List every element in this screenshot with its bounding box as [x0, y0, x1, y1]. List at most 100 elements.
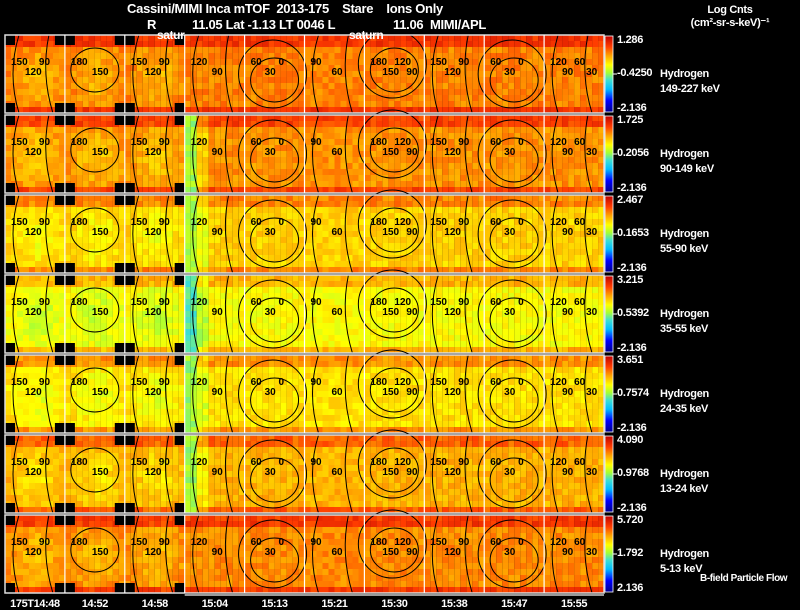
- heatmap-cell: [347, 83, 353, 89]
- heatmap-cell: [329, 207, 335, 213]
- heatmap-cell: [59, 249, 65, 255]
- heatmap-cell: [257, 83, 263, 89]
- heatmap-cell: [418, 133, 424, 139]
- heatmap-cell: [580, 121, 586, 127]
- heatmap-cell: [592, 53, 598, 59]
- contour-label: 90: [562, 227, 574, 238]
- heatmap-cell: [299, 255, 305, 261]
- corner-mask: [125, 275, 135, 285]
- heatmap-cell: [239, 101, 245, 107]
- heatmap-cell: [143, 341, 149, 347]
- heatmap-cell: [149, 187, 155, 193]
- heatmap-cell: [299, 341, 305, 347]
- heatmap-cell: [77, 231, 83, 237]
- heatmap-cell: [5, 329, 11, 335]
- heatmap-cell: [185, 47, 191, 53]
- heatmap-cell: [514, 169, 520, 175]
- heatmap-cell: [323, 59, 329, 65]
- heatmap-cell: [520, 267, 526, 273]
- heatmap-cell: [113, 47, 119, 53]
- heatmap-cell: [526, 89, 532, 95]
- heatmap-cell: [556, 127, 562, 133]
- heatmap-cell: [347, 59, 353, 65]
- heatmap-cell: [484, 95, 490, 101]
- heatmap-cell: [77, 347, 83, 353]
- heatmap-cell: [185, 237, 191, 243]
- heatmap-cell: [119, 83, 125, 89]
- heatmap-cell: [293, 139, 299, 145]
- heatmap-cell: [215, 267, 221, 273]
- heatmap-cell: [550, 71, 556, 77]
- heatmap-cell: [526, 225, 532, 231]
- corner-mask: [175, 343, 185, 353]
- heatmap-cell: [95, 95, 101, 101]
- heatmap-cell: [370, 121, 376, 127]
- heatmap-cell: [179, 163, 185, 169]
- heatmap-cell: [299, 225, 305, 231]
- heatmap-cell: [574, 107, 580, 113]
- heatmap-cell: [143, 41, 149, 47]
- heatmap-cell: [353, 47, 359, 53]
- heatmap-cell: [59, 59, 65, 65]
- heatmap-cell: [179, 83, 185, 89]
- heatmap-cell: [119, 139, 125, 145]
- heatmap-cell: [107, 207, 113, 213]
- heatmap-cell: [227, 47, 233, 53]
- heatmap-cell: [502, 181, 508, 187]
- heatmap-cell: [502, 101, 508, 107]
- heatmap-cell: [185, 347, 191, 353]
- heatmap-cell: [215, 89, 221, 95]
- heatmap-cell: [323, 219, 329, 225]
- heatmap-cell: [574, 201, 580, 207]
- heatmap-cell: [436, 127, 442, 133]
- heatmap-cell: [203, 249, 209, 255]
- heatmap-cell: [335, 323, 341, 329]
- heatmap-cell: [347, 323, 353, 329]
- heatmap-cell: [203, 347, 209, 353]
- heatmap-cell: [95, 59, 101, 65]
- heatmap-cell: [329, 59, 335, 65]
- heatmap-cell: [23, 89, 29, 95]
- heatmap-cell: [454, 181, 460, 187]
- heatmap-cell: [323, 237, 329, 243]
- heatmap-cell: [29, 329, 35, 335]
- heatmap-cell: [101, 219, 107, 225]
- heatmap-cell: [556, 181, 562, 187]
- heatmap-cell: [17, 201, 23, 207]
- heatmap-cell: [359, 83, 365, 89]
- heatmap-cell: [287, 145, 293, 151]
- heatmap-cell: [239, 181, 245, 187]
- heatmap-cell: [287, 207, 293, 213]
- heatmap-cell: [347, 213, 353, 219]
- heatmap-cell: [442, 35, 448, 41]
- heatmap-cell: [233, 317, 239, 323]
- heatmap-cell: [520, 163, 526, 169]
- heatmap-cell: [17, 47, 23, 53]
- heatmap-cell: [275, 83, 281, 89]
- heatmap-cell: [107, 169, 113, 175]
- heatmap-cell: [47, 231, 53, 237]
- heatmap-cell: [161, 323, 167, 329]
- heatmap-cell: [311, 107, 317, 113]
- heatmap-cell: [544, 101, 550, 107]
- heatmap-cell: [5, 255, 11, 261]
- heatmap-cell: [197, 261, 203, 267]
- heatmap-cell: [215, 107, 221, 113]
- heatmap-cell: [143, 275, 149, 281]
- heatmap-cell: [89, 255, 95, 261]
- heatmap-cell: [221, 201, 227, 207]
- heatmap-cell: [329, 293, 335, 299]
- heatmap-cell: [305, 151, 311, 157]
- heatmap-cell: [430, 71, 436, 77]
- heatmap-cell: [227, 305, 233, 311]
- heatmap-cell: [359, 267, 365, 273]
- heatmap-cell: [323, 335, 329, 341]
- heatmap-cell: [388, 201, 394, 207]
- heatmap-cell: [245, 261, 251, 267]
- heatmap-cell: [335, 201, 341, 207]
- heatmap-cell: [329, 41, 335, 47]
- heatmap-cell: [472, 77, 478, 83]
- heatmap-cell: [472, 65, 478, 71]
- heatmap-cell: [173, 59, 179, 65]
- heatmap-cell: [520, 107, 526, 113]
